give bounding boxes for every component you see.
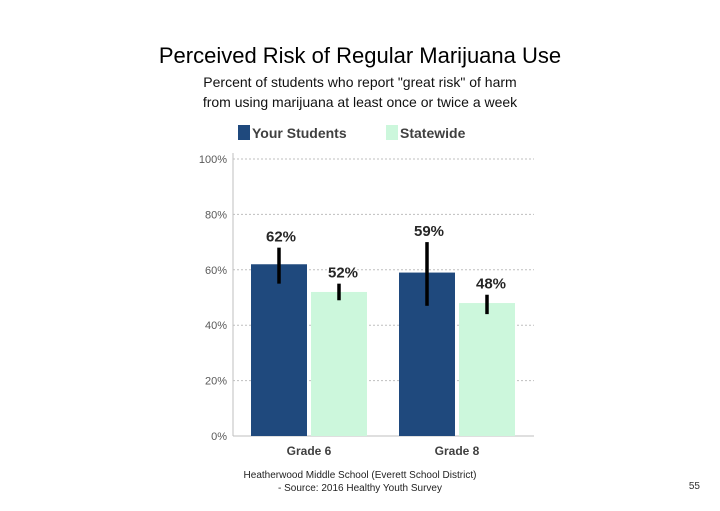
bar-your-students [251, 264, 307, 436]
data-label: 62% [266, 229, 296, 246]
slide-subtitle: Percent of students who report "great ri… [0, 72, 720, 112]
data-label: 59% [414, 223, 444, 240]
y-tick-label: 20% [205, 376, 227, 388]
slide-title: Perceived Risk of Regular Marijuana Use [158, 43, 562, 68]
legend-swatch [386, 125, 398, 140]
footer-line-2: - Source: 2016 Healthy Youth Survey [278, 483, 442, 494]
data-label: 52% [328, 265, 358, 282]
bar-statewide [459, 303, 515, 436]
footer-line-1: Heatherwood Middle School (Everett Schoo… [243, 470, 477, 481]
footer-source: Heatherwood Middle School (Everett Schoo… [180, 469, 540, 495]
subtitle-line-2: from using marijuana at least once or tw… [202, 94, 518, 110]
legend-label: Your Students [252, 125, 347, 141]
x-category-label: Grade 6 [287, 444, 332, 458]
legend-swatch [238, 125, 250, 140]
legend-label: Statewide [400, 125, 466, 141]
page-number: 55 [688, 481, 700, 492]
y-tick-label: 80% [205, 209, 227, 221]
y-tick-label: 40% [205, 320, 227, 332]
y-tick-label: 60% [205, 265, 227, 277]
y-tick-label: 100% [199, 154, 227, 166]
x-category-label: Grade 8 [435, 444, 480, 458]
bar-statewide [311, 291, 367, 436]
subtitle-line-1: Percent of students who report "great ri… [203, 74, 517, 90]
y-tick-label: 0% [211, 431, 227, 443]
data-label: 48% [476, 276, 506, 293]
